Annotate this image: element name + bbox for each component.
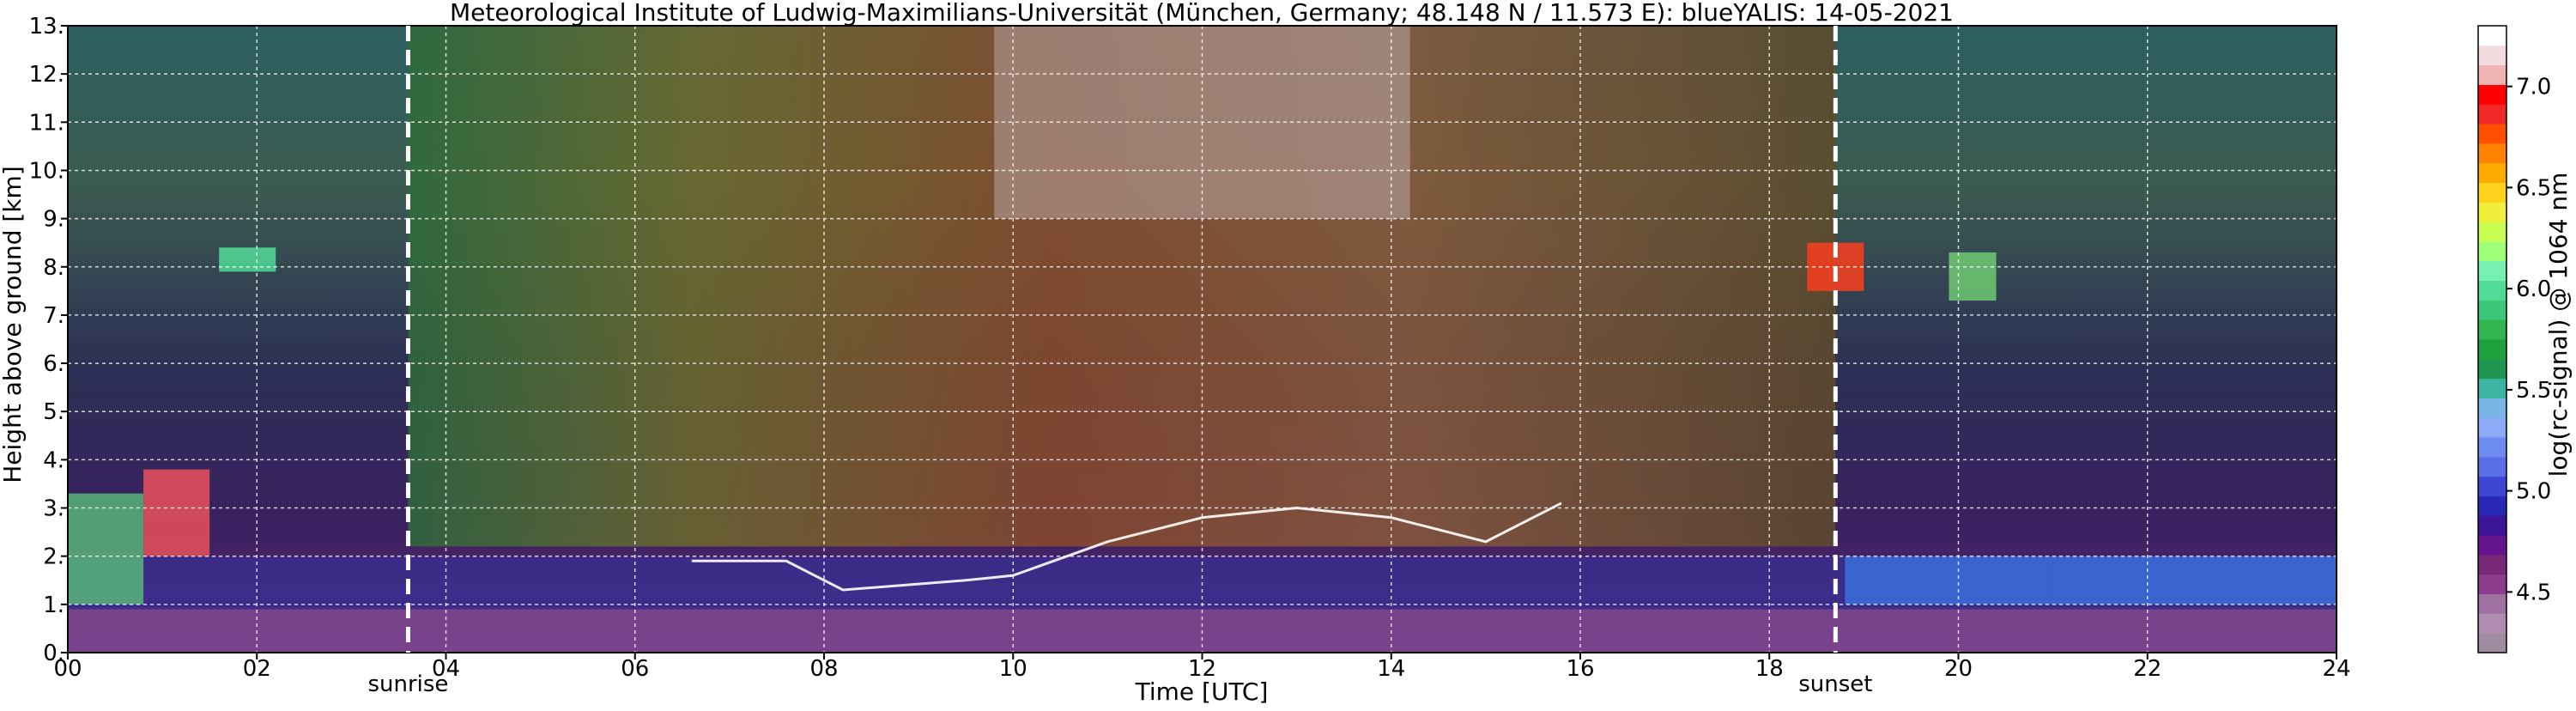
colorbar-segment: [2478, 515, 2506, 536]
colorbar-segment: [2478, 613, 2506, 634]
colorbar-segment: [2478, 26, 2506, 46]
x-tick-label: 10: [999, 656, 1027, 682]
y-tick-label: 4.: [43, 447, 64, 473]
colorbar-segment: [2478, 476, 2506, 496]
x-tick-label: 02: [243, 656, 271, 682]
colorbar-tick-label: 6.5: [2516, 175, 2551, 201]
y-tick-label: 11.: [29, 110, 64, 136]
colorbar-segment: [2478, 437, 2506, 458]
x-tick-label: 20: [1944, 656, 1973, 682]
colorbar-segment: [2478, 162, 2506, 183]
x-tick-label: 12: [1188, 656, 1216, 682]
colorbar-segment: [2478, 398, 2506, 418]
colorbar-segment: [2478, 280, 2506, 301]
y-tick-label: 3.: [43, 496, 64, 522]
colorbar-tick-label: 7.0: [2516, 75, 2551, 100]
x-tick-label: 14: [1377, 656, 1405, 682]
x-tick-label: 18: [1755, 656, 1784, 682]
sun-marker-label: sunrise: [367, 672, 448, 697]
colorbar-segment: [2478, 633, 2506, 653]
colorbar-segment: [2478, 319, 2506, 340]
y-tick-label: 2.: [43, 544, 64, 570]
colorbar-tick-label: 5.0: [2516, 479, 2551, 505]
colorbar-tick-label: 4.5: [2516, 580, 2551, 605]
colorbar-segment: [2478, 143, 2506, 164]
colorbar-segment: [2478, 417, 2506, 438]
colorbar-label: log(rc-signal) @ 1064 nm: [2544, 173, 2573, 477]
cloud-top-line: [691, 501, 1562, 592]
low-cloud-region: [143, 469, 210, 556]
x-axis-label: Time [UTC]: [1135, 678, 1269, 706]
colorbar-segment: [2478, 339, 2506, 360]
y-tick-label: 12.: [29, 62, 64, 88]
x-tick-label: 16: [1566, 656, 1594, 682]
colorbar: 4.5 5.0 5.5 6.0 6.5 7.0: [2477, 25, 2551, 653]
colorbar-segment: [2478, 378, 2506, 398]
y-tick-label: 5.: [43, 399, 64, 425]
colorbar-segment: [2478, 45, 2506, 66]
colorbar-segment: [2478, 202, 2506, 222]
y-axis-label: Height above ground [km]: [0, 166, 27, 483]
cirrus-cloud-region: [219, 247, 276, 272]
x-tick-label: 06: [621, 656, 649, 682]
x-tick-label: 24: [2322, 656, 2350, 682]
x-tick-label: 22: [2133, 656, 2161, 682]
colorbar-segment: [2478, 554, 2506, 575]
colorbar-segment: [2478, 182, 2506, 203]
plot-frame: [67, 25, 2337, 653]
colorbar-segment: [2478, 104, 2506, 125]
colorbar-segment: [2478, 358, 2506, 380]
y-tick-label: 10.: [29, 158, 64, 184]
colorbar-segment: [2478, 593, 2506, 614]
colorbar-frame: [2477, 25, 2507, 653]
x-tick-label: 08: [809, 656, 838, 682]
y-tick-label: 7.: [43, 303, 64, 329]
colorbar-segment: [2478, 64, 2506, 85]
chart-title: Meteorological Institute of Ludwig-Maxim…: [450, 0, 1954, 27]
axes: 00 02 04 06 08 10 12 14 16 18 20 22 24 0. 1. 2. 3. 4. 5. 6.…: [29, 14, 2351, 697]
colorbar-segment: [2478, 456, 2506, 477]
colorbar-segment: [2478, 535, 2506, 556]
y-tick-label: 13.: [29, 14, 64, 40]
y-tick-label: 6.: [43, 351, 64, 377]
colorbar-segment: [2478, 124, 2506, 144]
evening-layer-region: [1845, 556, 2053, 605]
y-tick-label: 8.: [43, 255, 64, 281]
y-tick-label: 1.: [43, 592, 64, 618]
x-tick-label: 00: [53, 656, 82, 682]
colorbar-segment: [2478, 84, 2506, 105]
colorbar-segment: [2478, 222, 2506, 242]
colorbar-segment: [2478, 574, 2506, 595]
aerosol-region: [68, 493, 144, 605]
cirrus-cloud-region: [1949, 252, 1997, 301]
night-layer-region: [2052, 556, 2337, 605]
colorbar-segment: [2478, 240, 2506, 262]
y-tick-label: 0.: [43, 641, 64, 666]
colorbar-tick-label: 6.0: [2516, 276, 2551, 302]
colorbar-segment: [2478, 300, 2506, 320]
y-tick-label: 9.: [43, 207, 64, 233]
x-tick-label: 04: [432, 656, 460, 682]
colorbar-segment: [2478, 495, 2506, 516]
sun-marker-label: sunset: [1798, 672, 1872, 697]
colorbar-segment: [2478, 260, 2506, 282]
colorbar-tick-label: 5.5: [2516, 378, 2551, 404]
